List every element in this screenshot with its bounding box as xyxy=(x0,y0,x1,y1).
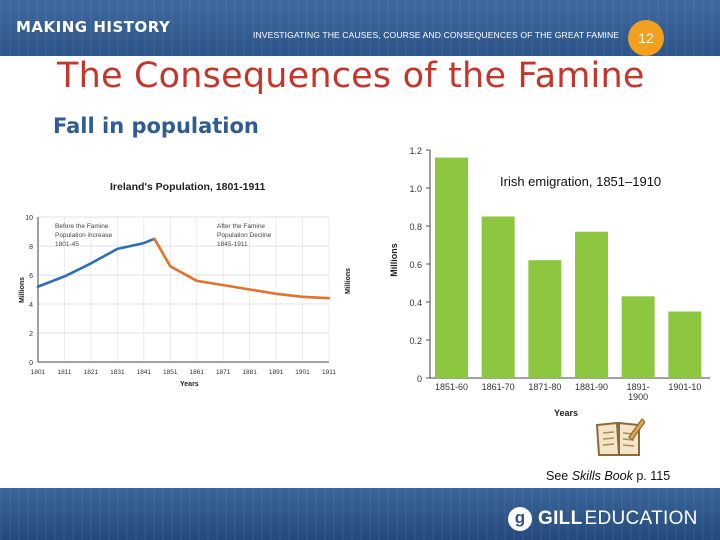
annotation-line: After the Famine xyxy=(217,223,265,230)
x-tick-label: 1861-70 xyxy=(482,382,515,392)
brand-logo: MAKING HISTORY xyxy=(16,18,171,36)
skills-book-reference: See Skills Book p. 115 xyxy=(546,469,670,483)
y-tick-label: 0 xyxy=(29,360,33,367)
y-axis-label: Millions xyxy=(19,277,26,303)
slide-title: The Consequences of the Famine xyxy=(57,56,645,96)
x-tick-label: 1861 xyxy=(189,369,204,376)
bar-1891-1900 xyxy=(621,296,655,378)
x-tick-label: 1911 xyxy=(322,369,336,376)
annotation-line: 1845-1911 xyxy=(217,241,248,248)
footer-banner xyxy=(0,488,720,540)
series-line-before-famine xyxy=(36,237,156,288)
series-line-after-famine xyxy=(153,237,331,300)
x-tick-label: 1901 xyxy=(295,369,310,376)
emigration-bar-chart: 0 0.2 0.4 0.6 0.8 1.0 1.2 1851-60 1861-70 1871-80… xyxy=(389,146,710,418)
x-tick-label: 1881-90 xyxy=(575,382,608,392)
x-tick-label: 1871 xyxy=(216,369,231,376)
population-line-chart: Ireland's Population, 1801-1911 0 2 4 6 8 10 18… xyxy=(16,176,356,398)
x-tick-label: 1811 xyxy=(57,369,71,376)
x-axis-label: Years xyxy=(554,408,578,418)
skills-suffix: p. 115 xyxy=(632,469,671,483)
bar-1851-60 xyxy=(435,157,468,378)
y-tick-label: 0.4 xyxy=(409,298,422,308)
chapter-badge: 12 xyxy=(628,20,664,56)
logo-gill-text: GILL xyxy=(538,508,583,529)
x-tick-label: 1871-80 xyxy=(528,382,561,392)
x-tick-label: 1881 xyxy=(242,369,257,376)
top-banner: MAKING HISTORY INVESTIGATING THE CAUSES,… xyxy=(0,0,720,56)
banner-subtitle: INVESTIGATING THE CAUSES, COURSE AND CON… xyxy=(253,30,620,40)
line-chart-title: Ireland's Population, 1801-1911 xyxy=(110,181,266,193)
logo-education-text: EDUCATION xyxy=(584,508,698,529)
y-tick-label: 0 xyxy=(417,374,422,384)
bar-1861-70 xyxy=(481,216,515,378)
bar-1871-80 xyxy=(528,260,562,378)
x-tick-label: 1801 xyxy=(31,369,46,376)
y-tick-label: 0.2 xyxy=(409,336,422,346)
x-tick-label: 1891 xyxy=(269,369,284,376)
logo-g-mark: g xyxy=(508,507,532,531)
x-tick-label: 1891- xyxy=(627,382,650,392)
y-axis-label-right: Millions xyxy=(345,268,352,294)
x-tick-label: 1831 xyxy=(110,369,125,376)
gill-education-logo: g GILL EDUCATION xyxy=(508,507,698,531)
y-axis-label: Millions xyxy=(389,243,399,277)
y-tick-label: 1.0 xyxy=(409,184,422,194)
annotation-line: Population Decline xyxy=(217,232,272,239)
emigration-chart-title: Irish emigration, 1851–1910 xyxy=(500,174,662,189)
skills-prefix: See xyxy=(546,469,572,483)
x-tick-label: 1851-60 xyxy=(435,382,468,392)
x-tick-label: 1851 xyxy=(163,369,178,376)
bar-1881-90 xyxy=(575,231,608,378)
x-tick-label: 1821 xyxy=(84,369,99,376)
x-tick-label: 1901-10 xyxy=(668,382,701,392)
y-tick-label: 0.6 xyxy=(409,260,422,270)
y-tick-label: 8 xyxy=(29,244,33,251)
y-tick-label: 10 xyxy=(25,215,33,222)
y-tick-label: 6 xyxy=(29,273,33,280)
annotation-line: Before the Famine xyxy=(55,223,109,230)
section-heading: Fall in population xyxy=(53,114,259,138)
y-tick-label: 4 xyxy=(29,302,33,309)
annotation-line: Population increase xyxy=(55,232,112,239)
x-axis-label: Years xyxy=(180,381,199,388)
skills-book-title: Skills Book xyxy=(571,469,633,483)
annotation-line: 1801-45 xyxy=(55,241,79,248)
y-tick-label: 2 xyxy=(29,331,33,338)
y-tick-label: 1.2 xyxy=(409,146,422,156)
chart-background xyxy=(16,176,356,398)
bar-1901-10 xyxy=(668,311,702,378)
x-tick-label: 1900 xyxy=(628,392,648,402)
y-tick-label: 0.8 xyxy=(409,222,422,232)
x-tick-label: 1841 xyxy=(137,369,152,376)
skills-book-icon xyxy=(595,418,645,456)
